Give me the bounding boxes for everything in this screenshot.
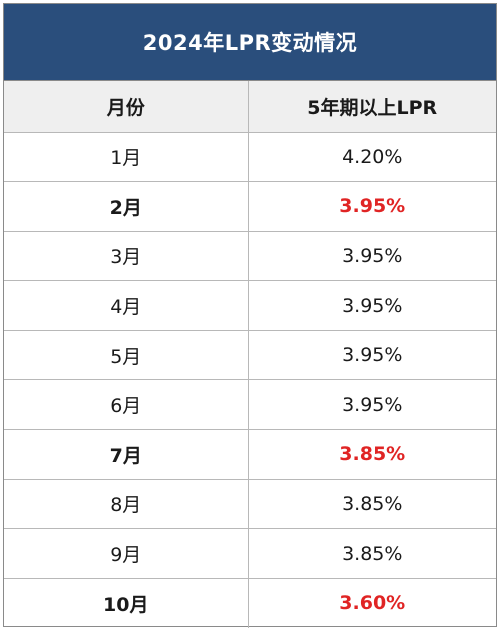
lpr-rate-cell: 3.95% [248, 280, 496, 331]
lpr-rate-cell: 3.85% [248, 528, 496, 579]
table-row: 3月 3.95% [4, 231, 496, 282]
table-row: 8月 3.85% [4, 479, 496, 530]
month-cell: 10月 [4, 578, 249, 628]
lpr-rate-cell: 3.95% [248, 379, 496, 431]
table-row: 4月 3.95% [4, 280, 496, 331]
column-header-month: 月份 [4, 81, 249, 133]
table-row: 5月 3.95% [4, 330, 496, 381]
table-row: 2月 3.95% [4, 181, 496, 232]
table-row: 1月 4.20% [4, 132, 496, 183]
lpr-rate-cell: 3.85% [248, 429, 496, 480]
month-cell: 7月 [4, 429, 249, 480]
table-body: 1月 4.20% 2月 3.95% 3月 3.95% 4月 3.95% 5月 3.95% 6月 3.9… [4, 132, 496, 628]
month-cell: 4月 [4, 280, 249, 331]
table-row: 9月 3.85% [4, 528, 496, 579]
lpr-rate-cell: 3.95% [248, 181, 496, 232]
lpr-rate-cell: 3.95% [248, 231, 496, 282]
lpr-table: 月份 5年期以上LPR 1月 4.20% 2月 3.95% 3月 3.95% 4月 3.95%… [4, 81, 496, 628]
column-header-lpr: 5年期以上LPR [248, 81, 496, 133]
month-cell: 3月 [4, 231, 249, 282]
table-row: 10月 3.60% [4, 578, 496, 628]
month-cell: 6月 [4, 379, 249, 431]
lpr-rate-cell: 3.60% [339, 592, 406, 615]
month-cell: 8月 [4, 479, 249, 530]
table-row: 7月 3.85% [4, 429, 496, 480]
table-title: 2024年LPR变动情况 [4, 4, 496, 81]
month-cell: 5月 [4, 330, 249, 381]
month-cell: 2月 [4, 181, 249, 232]
lpr-table-container: 2024年LPR变动情况 月份 5年期以上LPR 1月 4.20% 2月 3.95% 3… [3, 3, 497, 628]
lpr-rate-cell: 3.85% [248, 479, 496, 530]
month-cell: 1月 [4, 132, 249, 183]
month-cell: 9月 [4, 528, 249, 579]
lpr-rate-cell: 4.20% [248, 132, 496, 183]
lpr-rate-cell: 3.95% [248, 330, 496, 381]
table-row: 6月 3.95% [4, 379, 496, 431]
column-header-row: 月份 5年期以上LPR [4, 81, 496, 133]
